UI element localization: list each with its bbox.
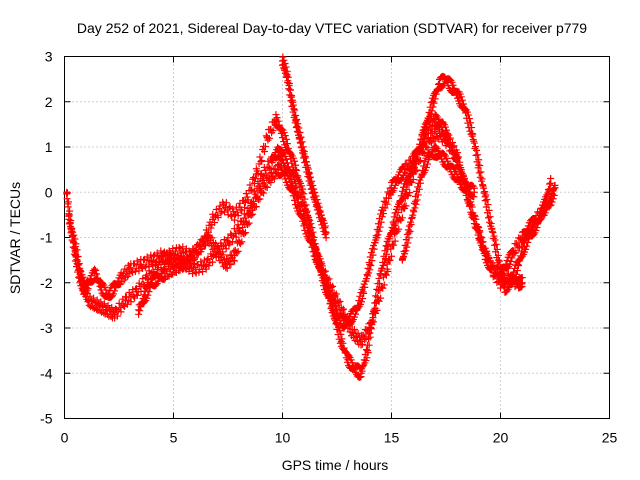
series-track-c: [135, 125, 526, 349]
x-tick-label: 25: [602, 430, 618, 446]
x-tick-label: 5: [170, 430, 178, 446]
y-tick-labels: 3 2 1 0 -1 -2 -3 -4 -5: [40, 49, 53, 427]
y-tick-label: 1: [45, 139, 53, 155]
data-points: [63, 53, 559, 381]
x-tick-label: 0: [61, 430, 69, 446]
y-tick-label: -4: [40, 365, 53, 381]
chart-title: Day 252 of 2021, Sidereal Day-to-day VTE…: [77, 20, 587, 36]
x-tick-labels: 0 5 10 15 20 25: [61, 430, 618, 446]
x-axis-label: GPS time / hours: [282, 457, 389, 473]
y-axis-label: SDTVAR / TECUs: [7, 182, 23, 294]
marker-trail: [398, 142, 478, 263]
y-tick-label: -1: [40, 230, 53, 246]
x-tick-label: 15: [384, 430, 400, 446]
y-tick-label: -5: [40, 411, 53, 427]
x-tick-label: 20: [493, 430, 509, 446]
series-spike-d: [279, 53, 330, 242]
marker-trail: [279, 53, 330, 242]
y-tick-label: 2: [45, 94, 53, 110]
y-tick-label: 3: [45, 49, 53, 65]
y-tick-label: -3: [40, 320, 53, 336]
marker-trail: [135, 125, 526, 349]
y-tick-label: 0: [45, 184, 53, 200]
x-tick-label: 10: [275, 430, 291, 446]
y-tick-label: -2: [40, 275, 53, 291]
series-track-e: [398, 142, 478, 264]
